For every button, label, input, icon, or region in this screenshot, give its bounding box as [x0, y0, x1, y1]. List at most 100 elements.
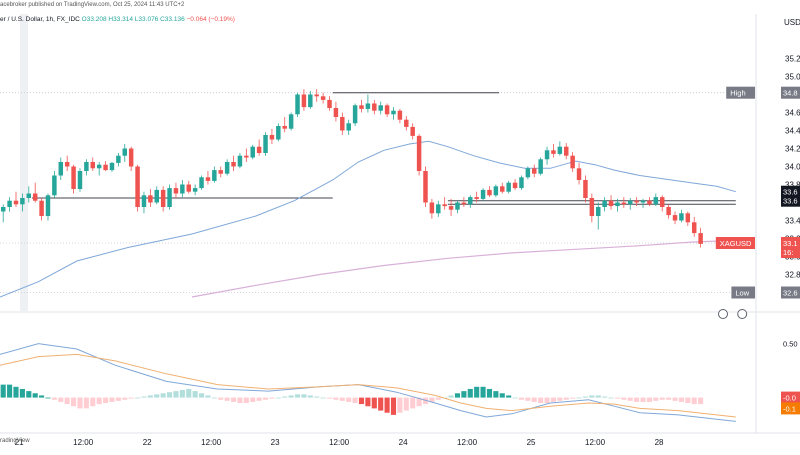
candle-body	[141, 195, 147, 207]
candle-body	[7, 200, 12, 207]
macd-histogram-bar	[499, 393, 505, 398]
ohlc-change: −0.064 (−0.19%)	[186, 16, 235, 23]
candle-body	[564, 146, 569, 156]
candle-body	[576, 168, 582, 180]
macd-histogram-bar	[186, 388, 192, 398]
macd-histogram-bar	[282, 396, 288, 398]
candle-body	[295, 94, 300, 115]
publisher-line: acebroker published on TradingView.com, …	[0, 2, 185, 8]
macd-histogram-bar	[544, 397, 550, 403]
session-highlight	[20, 14, 28, 312]
macd-histogram-bar	[653, 397, 659, 401]
candle-body	[52, 175, 57, 196]
macd-histogram-bar	[64, 397, 70, 405]
macd-axis-label: 0.50	[783, 340, 798, 349]
candle-body	[13, 200, 19, 205]
candle-body	[26, 193, 32, 198]
time-tick-label: 21	[15, 438, 24, 447]
macd-histogram-bar	[512, 397, 518, 399]
macd-histogram-bar	[307, 395, 313, 398]
macd-axis-label: -0.0	[783, 394, 796, 403]
candle-body	[615, 202, 620, 207]
price-label-name: Low	[735, 289, 749, 298]
macd-histogram-bar	[147, 395, 153, 398]
macd-histogram-bar	[314, 396, 320, 398]
price-label-tag	[726, 86, 755, 99]
macd-histogram-bar	[390, 397, 397, 415]
macd-histogram-bar	[294, 394, 301, 398]
candle-body	[416, 135, 422, 171]
candle-body	[512, 182, 518, 189]
candle-body	[314, 94, 319, 97]
candle-body	[672, 215, 678, 221]
macd-histogram-bar	[365, 397, 371, 407]
macd-histogram-bar	[538, 397, 544, 403]
candle-body	[608, 200, 614, 207]
candle-body	[269, 135, 275, 140]
macd-histogram-bar	[109, 397, 115, 402]
macd-histogram-bar	[493, 391, 499, 398]
macd-histogram-bar	[397, 397, 403, 413]
macd-histogram-bar	[90, 397, 96, 407]
time-tick-label: 12:00	[201, 438, 222, 447]
candle-body	[154, 189, 159, 203]
macd-histogram-bar	[45, 397, 51, 399]
macd-histogram-bar	[173, 391, 179, 398]
candle-body	[653, 197, 659, 205]
candle-body	[384, 105, 390, 115]
price-label-value: 16:	[783, 248, 793, 257]
symbol-name[interactable]: er / U.S. Dollar, 1h, FX_IDC	[0, 16, 80, 23]
macd-histogram-bar	[602, 396, 608, 398]
candle-body	[352, 105, 358, 124]
time-tick-label: 23	[271, 438, 280, 447]
macd-histogram-bar	[83, 397, 89, 409]
candle-body	[551, 150, 556, 154]
macd-histogram-bar	[403, 397, 409, 411]
macd-histogram-bar	[154, 394, 160, 398]
candle-body	[173, 188, 179, 194]
candle-body	[84, 162, 89, 171]
macd-axis-label: -0.1	[783, 404, 796, 413]
candle-body	[659, 197, 665, 207]
candle-body	[634, 200, 639, 203]
macd-histogram-bar	[250, 397, 256, 402]
macd-histogram-bar	[422, 397, 429, 405]
macd-histogram-bar	[467, 388, 473, 398]
macd-histogram-bar	[320, 397, 326, 399]
price-label-box	[781, 246, 800, 258]
macd-histogram-bar	[352, 397, 358, 403]
candle-body	[122, 148, 128, 156]
candle-body	[116, 155, 121, 163]
price-label-value: 33.6	[783, 197, 798, 206]
macd-histogram-bar	[160, 393, 166, 398]
macd-histogram-bar	[256, 397, 262, 401]
price-tick-label: 33.4	[785, 217, 800, 226]
candle-body	[359, 105, 364, 109]
macd-histogram-bar	[621, 397, 627, 400]
candle-body	[71, 166, 76, 189]
candle-body	[685, 213, 691, 223]
symbol-info: er / U.S. Dollar, 1h, FX_IDC O33.208 H33…	[0, 16, 235, 23]
candle-body	[224, 162, 230, 174]
candle-body	[0, 207, 6, 212]
macd-histogram-bar	[429, 397, 435, 402]
macd-histogram-bar	[678, 397, 684, 402]
macd-histogram-bar	[198, 393, 205, 398]
candle-body	[90, 162, 96, 169]
macd-histogram-bar	[237, 397, 243, 403]
candle-body	[474, 197, 479, 199]
candle-body	[500, 186, 505, 192]
candle-body	[436, 204, 441, 214]
candle-body	[212, 170, 217, 181]
candle-body	[160, 189, 166, 207]
time-tick-label: 22	[143, 438, 152, 447]
ohlc-low: L33.076	[134, 16, 159, 23]
candle-body	[96, 164, 102, 169]
candle-body	[538, 159, 543, 174]
macd-histogram-bar	[371, 397, 377, 409]
candle-body	[301, 94, 307, 108]
macd-histogram-bar	[71, 397, 77, 407]
time-tick-label: 12:00	[329, 438, 350, 447]
